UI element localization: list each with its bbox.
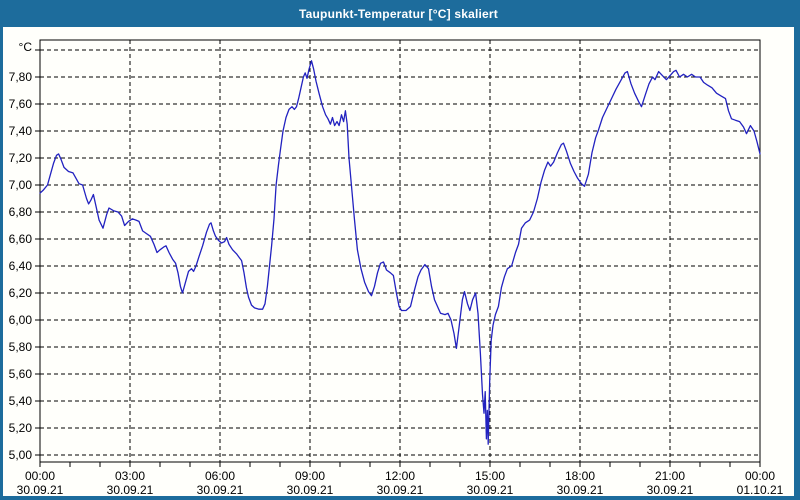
y-axis-label: 6,80 bbox=[9, 205, 33, 219]
y-axis-label: 5,80 bbox=[9, 340, 33, 354]
x-axis-time-label: 09:00 bbox=[295, 469, 325, 483]
x-axis-date-label: 30.09.21 bbox=[377, 483, 424, 496]
x-axis-time-label: 03:00 bbox=[115, 469, 145, 483]
plot-border bbox=[39, 39, 761, 463]
x-axis-time-label: 12:00 bbox=[385, 469, 415, 483]
y-axis-label: 6,60 bbox=[9, 232, 33, 246]
y-axis-unit-label: °C bbox=[19, 40, 33, 54]
x-axis-date-label: 30.09.21 bbox=[647, 483, 694, 496]
axis-labels: 7,80 7,60 7,40 7,20 7,00 6,80 6,60 6,40 6,20 6,00… bbox=[9, 40, 784, 496]
window-titlebar: Taupunkt-Temperatur [°C] skaliert bbox=[3, 0, 794, 27]
x-axis-time-label: 00:00 bbox=[25, 469, 55, 483]
y-axis-label: 7,40 bbox=[9, 124, 33, 138]
x-axis-time-label: 00:00 bbox=[745, 469, 775, 483]
y-axis-label: 6,20 bbox=[9, 286, 33, 300]
axes bbox=[35, 39, 761, 467]
x-axis-time-label: 06:00 bbox=[205, 469, 235, 483]
y-axis-label: 5,20 bbox=[9, 421, 33, 435]
x-axis-time-label: 18:00 bbox=[565, 469, 595, 483]
y-axis-label: 5,40 bbox=[9, 394, 33, 408]
x-axis-date-label: 30.09.21 bbox=[287, 483, 334, 496]
grid-lines bbox=[40, 40, 760, 462]
y-axis-label: 7,60 bbox=[9, 97, 33, 111]
x-axis-date-label: 30.09.21 bbox=[467, 483, 514, 496]
x-axis-date-label: 30.09.21 bbox=[197, 483, 244, 496]
y-axis-label: 5,00 bbox=[9, 448, 33, 462]
x-axis-date-label: 30.09.21 bbox=[557, 483, 604, 496]
y-axis-label: 7,00 bbox=[9, 178, 33, 192]
y-axis-label: 6,40 bbox=[9, 259, 33, 273]
x-axis-date-label: 01.10.21 bbox=[737, 483, 784, 496]
window-title: Taupunkt-Temperatur [°C] skaliert bbox=[299, 6, 498, 21]
chart-area: 7,80 7,60 7,40 7,20 7,00 6,80 6,60 6,40 6,20 6,00… bbox=[3, 27, 794, 496]
chart-canvas: 7,80 7,60 7,40 7,20 7,00 6,80 6,60 6,40 6,20 6,00… bbox=[9, 39, 784, 496]
x-axis-date-label: 30.09.21 bbox=[107, 483, 154, 496]
x-axis-time-label: 15:00 bbox=[475, 469, 505, 483]
x-axis-time-label: 21:00 bbox=[655, 469, 685, 483]
y-axis-label: 7,80 bbox=[9, 70, 33, 84]
x-axis-date-label: 30.09.21 bbox=[17, 483, 64, 496]
series-line bbox=[39, 60, 761, 445]
y-axis-label: 7,20 bbox=[9, 151, 33, 165]
y-axis-label: 5,60 bbox=[9, 367, 33, 381]
y-axis-label: 6,00 bbox=[9, 313, 33, 327]
